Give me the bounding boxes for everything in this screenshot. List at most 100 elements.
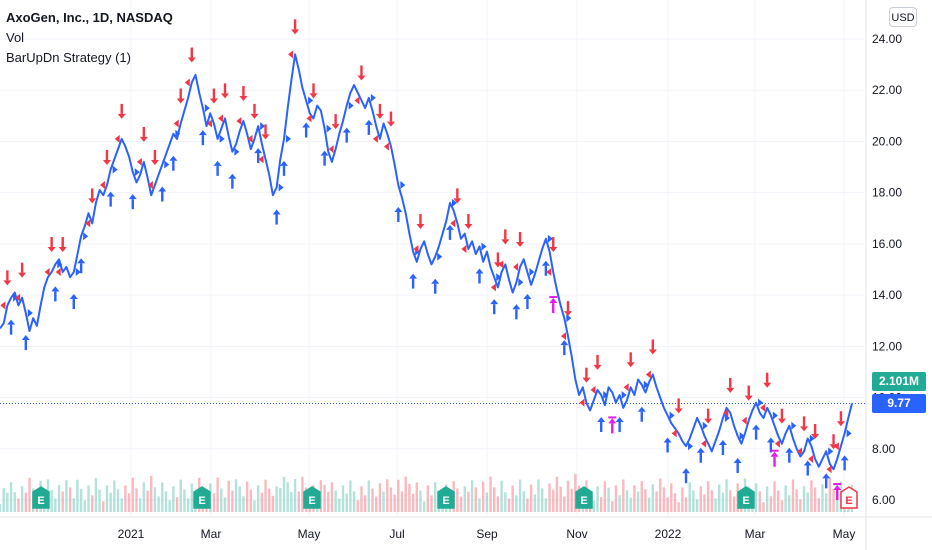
sell-entry-marker <box>0 301 6 310</box>
volume-bar <box>282 476 286 512</box>
volume-bar <box>286 482 289 512</box>
volume-bar <box>788 495 791 512</box>
close-signal-arrow <box>833 485 842 501</box>
buy-signal-arrow <box>394 206 403 222</box>
sell-signal-arrow <box>726 377 735 393</box>
sell-signal-arrow <box>674 398 683 414</box>
volume-bars <box>0 473 854 512</box>
volume-bar <box>157 496 160 512</box>
arrow-head <box>593 364 602 370</box>
volume-bar <box>777 490 780 512</box>
arrow-head <box>615 416 624 422</box>
volume-bar <box>714 498 717 512</box>
earnings-marker[interactable]: E <box>575 486 593 509</box>
earnings-marker[interactable]: E <box>437 486 455 509</box>
arrow-head <box>7 319 16 325</box>
volume-bar <box>596 486 599 512</box>
volume-bar <box>828 477 832 512</box>
volume-bar <box>323 484 326 512</box>
volume-bar <box>360 486 363 512</box>
volume-bar <box>817 498 821 512</box>
volume-bar <box>179 479 182 512</box>
volume-bar <box>636 491 640 512</box>
buy-entry-marker <box>809 434 815 443</box>
y-tick-label: 14.00 <box>872 288 902 302</box>
arrow-shaft <box>813 424 817 435</box>
arrow-head <box>302 122 311 128</box>
arrow-shaft <box>448 229 452 240</box>
arrow-head <box>785 447 794 453</box>
volume-bar <box>290 492 293 512</box>
volume-bar <box>684 497 688 512</box>
arrow-shaft <box>467 214 470 225</box>
volume-bar <box>504 492 507 512</box>
volume-bar <box>24 492 28 512</box>
buy-entry-marker <box>57 260 63 269</box>
upcoming-earnings-marker[interactable]: E <box>840 486 858 509</box>
sell-signal-arrow <box>187 47 196 63</box>
arrow-shaft <box>411 278 415 289</box>
arrow-shaft <box>504 229 507 240</box>
symbol-title[interactable]: AxoGen, Inc., 1D, NASDAQ <box>6 10 173 25</box>
buy-entry-marker <box>204 104 210 113</box>
volume-value-badge: 2.101M <box>872 372 926 392</box>
earnings-marker[interactable]: E <box>303 486 321 509</box>
volume-bar <box>813 487 817 512</box>
volume-bar <box>301 476 304 512</box>
x-tick-label: Jul <box>389 527 404 541</box>
sell-entry-marker <box>383 142 389 151</box>
volume-bar <box>655 491 658 512</box>
buy-entry-marker <box>739 431 745 440</box>
sell-signal-arrow <box>375 103 384 119</box>
sell-signal-arrow <box>777 408 786 424</box>
arrow-shaft <box>478 273 481 284</box>
volume-bar <box>540 488 544 512</box>
currency-button[interactable]: USD <box>889 7 917 27</box>
volume-bar <box>135 488 138 512</box>
volume-bar <box>732 496 736 512</box>
arrow-head <box>416 224 425 230</box>
time-axis[interactable]: 2021 Mar May Jul Sep Nov 2022 Mar May <box>118 527 856 541</box>
volume-bar <box>721 492 725 512</box>
arrow-head <box>464 224 473 230</box>
arrow-shaft <box>345 132 348 143</box>
earnings-marker-letter: E <box>580 495 587 507</box>
volume-bar <box>765 486 769 512</box>
strategy-indicator-label[interactable]: BarUpDn Strategy (1) <box>6 50 131 65</box>
volume-bar <box>386 479 389 512</box>
volume-bar <box>131 477 134 512</box>
arrow-shaft <box>518 231 522 242</box>
sell-signal-arrow <box>102 149 111 165</box>
arrow-shaft <box>526 299 529 310</box>
earnings-marker[interactable]: E <box>737 486 755 509</box>
volume-bar <box>341 485 345 512</box>
x-tick-label: May <box>298 527 321 541</box>
earnings-marker-shape <box>575 486 593 509</box>
sell-signal-arrow <box>453 188 462 204</box>
sell-signal-arrow <box>117 103 126 119</box>
buy-signal-arrow <box>682 468 691 484</box>
sell-entry-marker <box>826 465 832 474</box>
earnings-marker[interactable]: E <box>32 486 50 509</box>
sell-entry-marker <box>99 180 105 189</box>
buy-signal-arrow <box>803 460 812 476</box>
sell-entry-marker <box>85 219 91 228</box>
buy-signal-arrow <box>77 258 86 274</box>
arrow-shaft <box>434 283 437 294</box>
arrow-shaft <box>389 111 393 122</box>
volume-indicator-label[interactable]: Vol <box>6 30 25 45</box>
arrow-head <box>139 136 148 142</box>
arrow-shaft <box>824 478 828 489</box>
arrow-head <box>696 447 705 453</box>
sell-entry-marker <box>236 116 242 125</box>
price-axis[interactable]: 24.0022.0020.0018.0016.0014.0012.0010.00… <box>872 32 902 507</box>
arrow-head <box>475 268 484 274</box>
earnings-marker[interactable]: E <box>193 486 211 509</box>
volume-bar <box>168 500 171 512</box>
volume-bar <box>677 502 680 512</box>
buy-entry-marker <box>370 93 376 102</box>
y-tick-label: 16.00 <box>872 237 902 251</box>
volume-bar <box>640 481 643 512</box>
buy-entry-marker <box>669 411 675 420</box>
